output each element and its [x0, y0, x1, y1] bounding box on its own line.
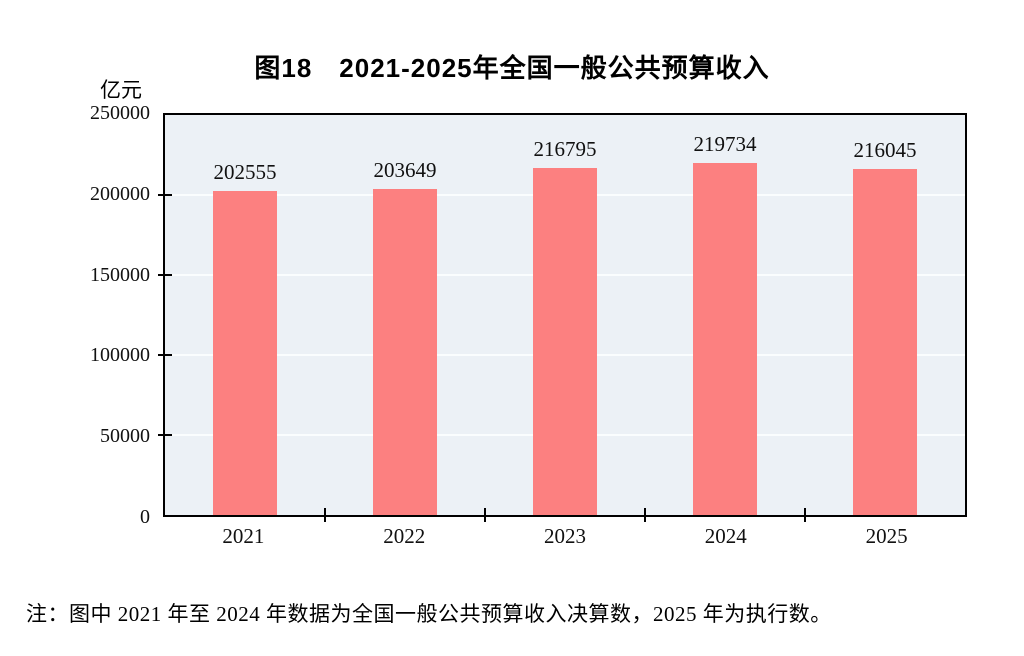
bar-value-label-2021: 202555 — [213, 159, 277, 184]
y-axis-unit-label: 亿元 — [100, 79, 142, 102]
x-tick-label-2025: 2025 — [865, 524, 908, 548]
y-tick-label-250000: 250000 — [90, 102, 150, 124]
y-tick-label-100000: 100000 — [90, 344, 150, 367]
bar-2021 — [212, 190, 278, 515]
x-tick-label-2021: 2021 — [222, 524, 265, 548]
x-axis-tick-labels: 2021 2022 2023 2024 2025 — [163, 524, 967, 554]
x-tick-mark-3 — [644, 508, 646, 522]
y-tick-label-200000: 200000 — [90, 182, 150, 205]
y-tick-mark-100000 — [158, 354, 172, 356]
y-tick-label-50000: 50000 — [100, 425, 150, 448]
bar-value-label-2025: 216045 — [853, 138, 917, 163]
plot-area: 202555 203649 216795 219734 216045 — [158, 113, 967, 522]
x-tick-mark-2 — [484, 508, 486, 522]
bar-2023 — [532, 168, 598, 515]
chart-title: 图18 2021-2025年全国一般公共预算收入 — [254, 53, 770, 83]
y-tick-mark-50000 — [158, 434, 172, 436]
y-tick-mark-150000 — [158, 274, 172, 276]
x-tick-mark-1 — [324, 508, 326, 522]
x-tick-mark-4 — [804, 508, 806, 522]
bar-value-label-2024: 219734 — [693, 132, 757, 157]
bar-value-label-2023: 216795 — [533, 137, 597, 162]
y-tick-mark-200000 — [158, 194, 172, 196]
x-tick-label-2024: 2024 — [704, 524, 747, 548]
chart-footnote: 注：图中 2021 年至 2024 年数据为全国一般公共预算收入决算数，2025… — [26, 602, 832, 626]
bar-2022 — [372, 189, 438, 515]
y-tick-label-150000: 150000 — [90, 263, 150, 286]
x-tick-label-2023: 2023 — [543, 524, 586, 548]
y-axis-tick-labels: 0 50000 100000 150000 200000 250000 — [0, 103, 150, 527]
bar-value-label-2022: 203649 — [373, 158, 437, 183]
bar-2025 — [852, 169, 918, 515]
x-tick-label-2022: 2022 — [383, 524, 426, 548]
bar-2024 — [692, 163, 758, 515]
y-tick-label-0: 0 — [140, 506, 150, 528]
